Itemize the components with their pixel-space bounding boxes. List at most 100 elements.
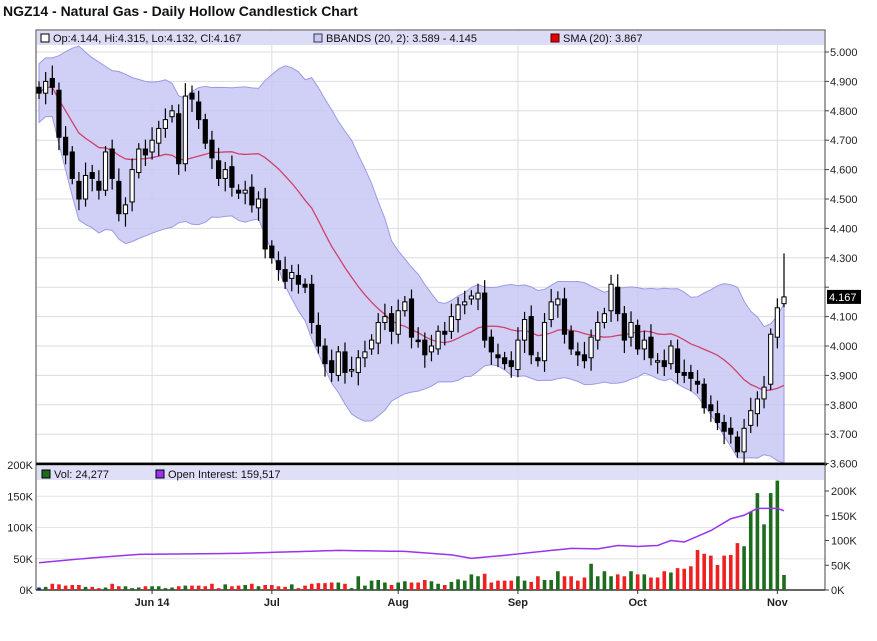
- candle-body: [142, 148, 149, 156]
- candle: [109, 139, 115, 190]
- volume-bar: [442, 585, 447, 590]
- candle-body: [761, 386, 767, 400]
- candle-body: [136, 148, 142, 174]
- volume-bar: [728, 555, 733, 590]
- candle: [761, 375, 767, 409]
- candle: [528, 305, 534, 365]
- volume-bar: [210, 583, 214, 590]
- volume-bar: [496, 580, 500, 590]
- oi-axis-label: 50K: [831, 560, 851, 572]
- candle-body: [495, 354, 501, 359]
- y-tick-label: 3.700: [830, 429, 858, 441]
- candle: [229, 155, 235, 197]
- bbands-legend-text: BBANDS (20, 2): 3.589 - 4.145: [326, 33, 477, 45]
- oi-axis-label: 150K: [831, 511, 857, 523]
- last-price-label: 4.167: [829, 292, 857, 304]
- candle-body: [295, 274, 302, 285]
- candle: [156, 120, 162, 157]
- candle: [568, 325, 574, 355]
- candle: [615, 274, 621, 322]
- candle-body: [63, 136, 69, 156]
- candle: [741, 418, 747, 464]
- candle: [388, 306, 395, 345]
- volume-bar: [43, 586, 48, 590]
- volume-bar: [762, 524, 766, 590]
- volume-bar: [429, 581, 434, 590]
- volume-bar: [110, 583, 114, 590]
- volume-bar: [522, 580, 527, 590]
- candle-body: [708, 404, 714, 412]
- volume-bar: [516, 576, 520, 590]
- candle-body: [555, 298, 561, 306]
- volume-bar: [403, 581, 407, 590]
- vol-legend-swatch: [41, 469, 51, 479]
- candle-body: [116, 180, 122, 215]
- volume-bar: [343, 583, 347, 590]
- candle-body: [655, 360, 661, 363]
- candle-body: [681, 371, 687, 376]
- candle: [648, 324, 654, 366]
- volume-bar: [556, 571, 560, 590]
- volume-axis-label: 50K: [13, 554, 33, 566]
- candle-body: [196, 101, 202, 121]
- candle: [561, 287, 568, 344]
- volume-bar: [50, 583, 55, 590]
- volume-bar: [389, 585, 394, 590]
- volume-bar: [695, 550, 700, 590]
- volume-bar: [163, 588, 168, 590]
- candle: [688, 364, 694, 392]
- candle-body: [122, 204, 129, 215]
- candle: [655, 353, 661, 374]
- y-tick-label: 4.300: [830, 253, 858, 265]
- volume-bar: [90, 586, 95, 590]
- volume-bar: [629, 571, 633, 590]
- candle-body: [149, 139, 155, 153]
- volume-bar: [735, 543, 740, 590]
- candle: [768, 328, 774, 391]
- volume-bar: [230, 586, 234, 590]
- candle: [63, 126, 69, 165]
- y-tick-label: 3.600: [830, 459, 858, 471]
- volume-bar: [376, 580, 381, 590]
- sma-legend-text: SMA (20): 3.867: [563, 33, 643, 45]
- candle: [36, 81, 42, 100]
- y-tick-label: 5.000: [830, 47, 858, 59]
- candle: [588, 329, 594, 371]
- volume-bar: [123, 586, 128, 590]
- volume-bar: [529, 581, 534, 590]
- candle: [714, 400, 721, 431]
- candle: [249, 174, 255, 213]
- candle: [215, 147, 222, 187]
- candle: [701, 378, 707, 414]
- volume-bar: [349, 588, 354, 590]
- candle-body: [781, 296, 787, 305]
- candle-body: [668, 345, 674, 365]
- volume-bar: [709, 555, 713, 590]
- candle: [129, 158, 135, 212]
- candle: [601, 307, 608, 329]
- candle-body: [302, 283, 308, 288]
- candle: [748, 397, 754, 434]
- candle: [635, 319, 641, 355]
- candle: [402, 296, 408, 317]
- volume-bar: [642, 574, 647, 590]
- candle: [96, 170, 102, 200]
- volume-bar: [176, 586, 181, 590]
- volume-bar: [363, 585, 367, 590]
- candle: [289, 264, 295, 292]
- oi-axis-label: 0K: [831, 585, 845, 597]
- candle-body: [49, 77, 55, 88]
- candle: [335, 346, 341, 382]
- candle-body: [89, 172, 95, 179]
- candle-body: [628, 321, 634, 338]
- volume-bar: [369, 580, 374, 590]
- candle-body: [734, 436, 741, 453]
- candle-body: [335, 351, 341, 376]
- candle: [116, 168, 122, 222]
- volume-bar: [336, 582, 341, 590]
- candle: [608, 274, 614, 322]
- candle: [69, 146, 75, 185]
- oi-axis-label: 100K: [831, 536, 857, 548]
- volume-bar: [768, 493, 773, 590]
